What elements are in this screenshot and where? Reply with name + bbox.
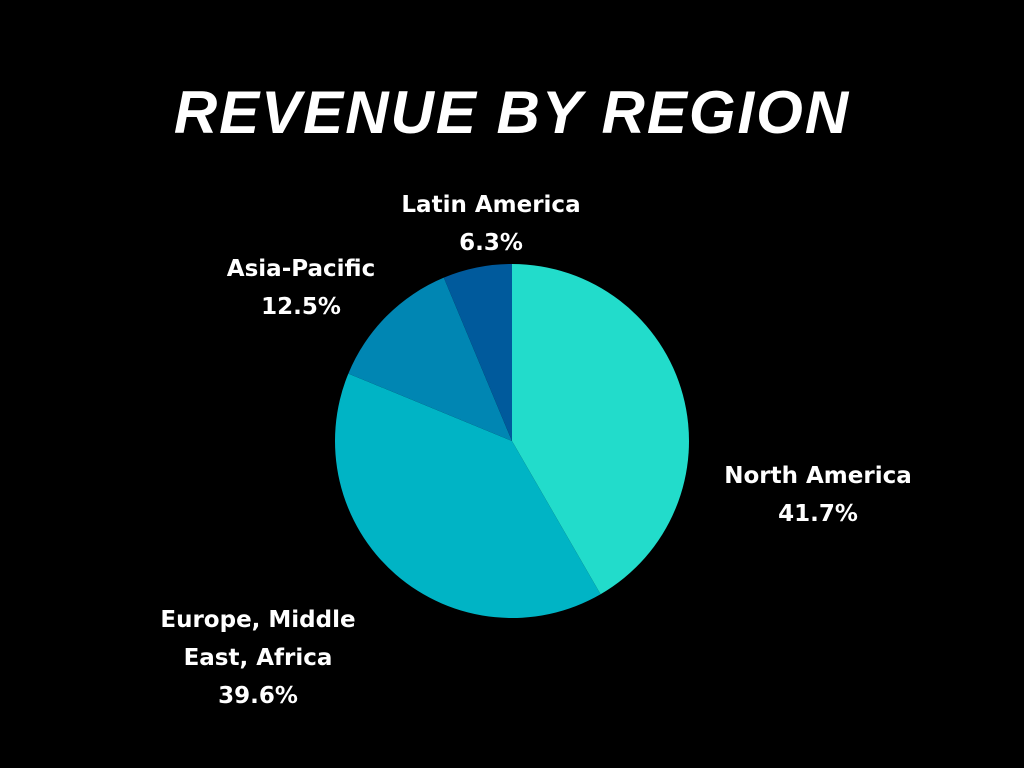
slice-name: North America: [724, 463, 912, 489]
pie-slice: [443, 264, 512, 441]
chart-title: REVENUE BY REGION: [173, 79, 851, 146]
pie-slice: [512, 264, 689, 595]
pie-slice: [348, 277, 512, 441]
slice-value: 6.3%: [459, 230, 523, 256]
slice-name: Asia-Pacific: [226, 256, 376, 282]
slice-name: Europe, Middle East, Africa: [160, 607, 356, 671]
slice-name: Latin America: [401, 192, 581, 218]
slice-label: Latin America 6.3%: [366, 186, 616, 262]
slice-value: 12.5%: [261, 294, 341, 320]
pie-slice: [335, 373, 601, 618]
slice-label: North America 41.7%: [693, 457, 943, 533]
slice-value: 39.6%: [218, 683, 298, 709]
slice-label: Asia-Pacific 12.5%: [176, 250, 426, 326]
slice-label: Europe, Middle East, Africa 39.6%: [133, 601, 383, 715]
slice-value: 41.7%: [778, 501, 858, 527]
